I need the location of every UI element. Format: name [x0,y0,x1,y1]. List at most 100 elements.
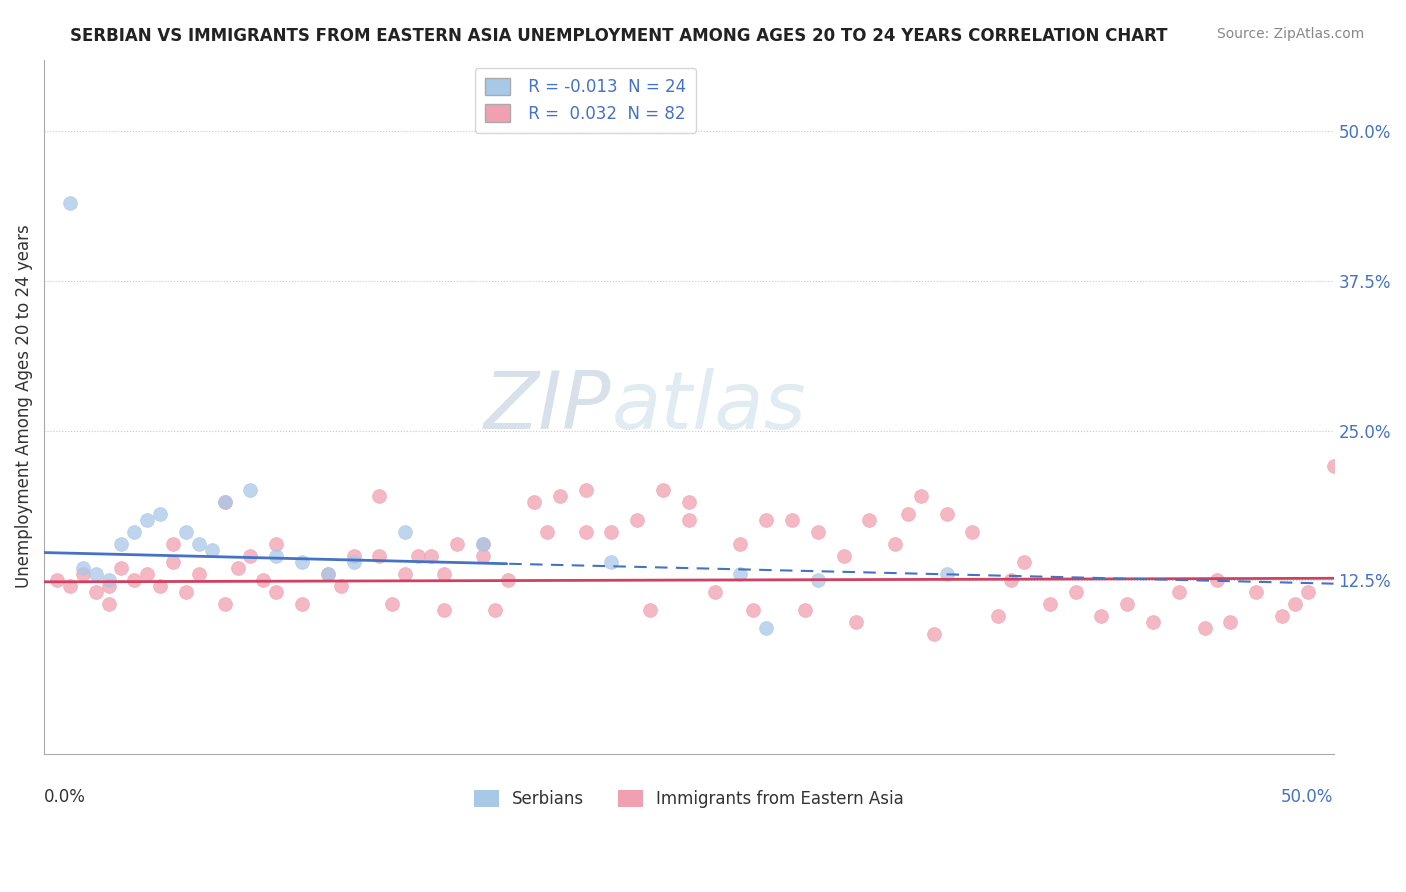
Point [935,567,957,582]
Point [1142,615,1164,629]
Point [187,537,209,551]
Point [97,573,120,587]
Point [239,549,262,563]
Point [638,603,661,617]
Point [252,573,274,587]
Point [1244,585,1267,599]
Point [316,567,339,582]
Point [201,543,224,558]
Point [1296,585,1319,599]
Point [174,525,197,540]
Point [626,513,648,527]
Point [72,567,94,582]
Point [124,525,146,540]
Point [214,495,236,509]
Point [484,603,506,617]
Point [807,525,830,540]
Point [1271,609,1294,624]
Point [419,549,441,563]
Point [110,537,132,551]
Point [755,621,778,635]
Point [962,525,984,540]
Point [1194,621,1216,635]
Point [72,561,94,575]
Point [922,627,945,641]
Point [600,525,623,540]
Point [342,549,364,563]
Point [97,597,120,611]
Point [162,555,184,569]
Point [316,567,339,582]
Point [97,579,120,593]
Point [446,537,468,551]
Text: SERBIAN VS IMMIGRANTS FROM EASTERN ASIA UNEMPLOYMENT AMONG AGES 20 TO 24 YEARS C: SERBIAN VS IMMIGRANTS FROM EASTERN ASIA … [70,27,1168,45]
Point [832,549,855,563]
Legend:  R = -0.013  N = 24,  R =  0.032  N = 82: R = -0.013 N = 24, R = 0.032 N = 82 [475,68,696,133]
Point [730,567,752,582]
Point [394,567,416,582]
Point [264,549,287,563]
Point [678,513,700,527]
Point [548,489,571,503]
Point [780,513,803,527]
Point [910,489,932,503]
Point [84,585,107,599]
Point [471,549,494,563]
Point [162,537,184,551]
Point [214,495,236,509]
Point [1284,597,1306,611]
Point [59,579,82,593]
Point [136,513,159,527]
Point [291,555,314,569]
Point [264,537,287,551]
Point [174,585,197,599]
Text: Source: ZipAtlas.com: Source: ZipAtlas.com [1216,27,1364,41]
Point [124,573,146,587]
Point [600,555,623,569]
Point [187,567,209,582]
Point [575,483,598,498]
Point [1000,573,1022,587]
Point [897,508,920,522]
Point [264,585,287,599]
Point [329,579,352,593]
Text: 0.0%: 0.0% [44,789,86,806]
Point [406,549,429,563]
Point [755,513,778,527]
Point [1012,555,1035,569]
Point [342,555,364,569]
Point [793,603,815,617]
Point [987,609,1010,624]
Point [1167,585,1189,599]
Point [884,537,907,551]
Point [433,567,456,582]
Text: atlas: atlas [612,368,806,446]
Point [381,597,404,611]
Point [291,597,314,611]
Point [1322,459,1344,474]
Point [226,561,249,575]
Point [845,615,868,629]
Point [149,579,172,593]
Point [742,603,765,617]
Point [149,508,172,522]
Point [433,603,456,617]
Text: 50.0%: 50.0% [1281,789,1333,806]
Point [239,483,262,498]
Point [368,489,391,503]
Point [858,513,880,527]
Point [471,537,494,551]
Point [1064,585,1087,599]
Point [471,537,494,551]
Point [678,495,700,509]
Point [1090,609,1112,624]
Point [84,567,107,582]
Point [703,585,725,599]
Point [498,573,520,587]
Point [1206,573,1229,587]
Point [110,561,132,575]
Point [1219,615,1241,629]
Point [46,573,69,587]
Point [214,597,236,611]
Point [652,483,675,498]
